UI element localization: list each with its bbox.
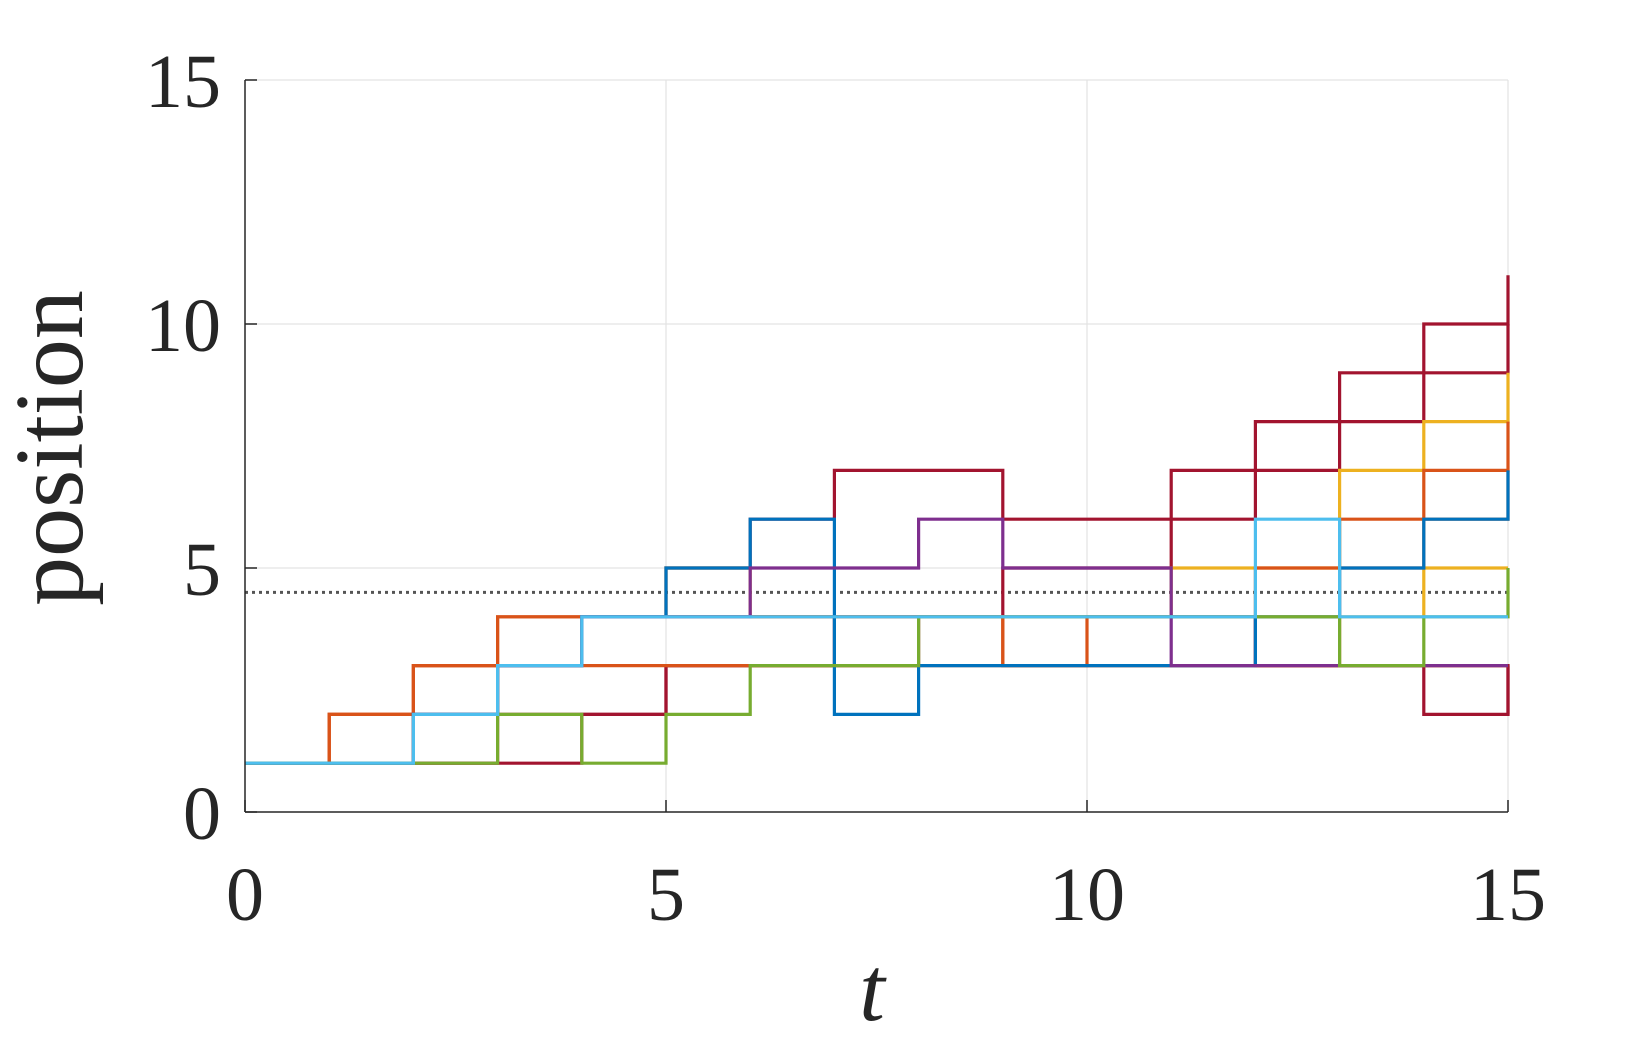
series-layer xyxy=(245,275,1510,765)
series-line-12 xyxy=(245,568,1510,765)
y-tick-label: 0 xyxy=(183,772,221,856)
y-tick-label: 10 xyxy=(145,284,221,368)
x-tick-label: 10 xyxy=(1049,853,1125,937)
x-axis-label: t xyxy=(859,938,887,1040)
x-tick-label: 0 xyxy=(226,853,264,937)
y-tick-label: 15 xyxy=(145,40,221,124)
x-tick-label: 15 xyxy=(1470,853,1546,937)
x-tick-label: 5 xyxy=(647,853,685,937)
y-tick-label: 5 xyxy=(183,528,221,612)
tick-labels: 0 5 10 15 0 5 10 15 xyxy=(145,40,1546,937)
series-line-13 xyxy=(245,517,1508,765)
axes xyxy=(244,79,1509,813)
y-axis-label: position xyxy=(0,290,104,606)
